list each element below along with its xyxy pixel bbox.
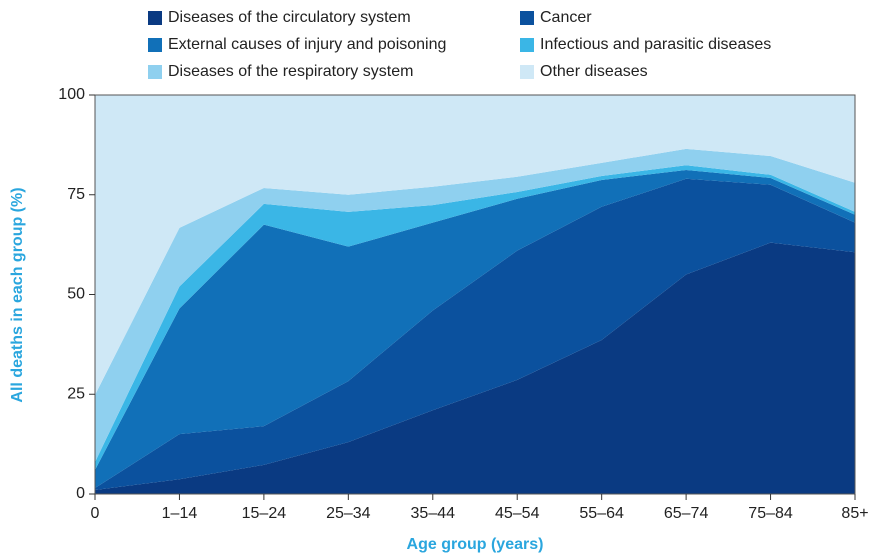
legend-swatch xyxy=(148,65,162,79)
y-axis-title: All deaths in each group (%) xyxy=(9,187,26,402)
legend-swatch xyxy=(148,11,162,25)
legend-label: Other diseases xyxy=(540,63,648,80)
legend-swatch xyxy=(520,11,534,25)
x-tick-label: 55–64 xyxy=(579,505,624,522)
area xyxy=(95,178,855,491)
x-tick-label: 15–24 xyxy=(242,505,287,522)
legend-swatch xyxy=(520,65,534,79)
x-axis-title: Age group (years) xyxy=(407,536,544,553)
area xyxy=(95,170,855,489)
legend-label: Cancer xyxy=(540,9,592,26)
y-tick-label: 0 xyxy=(76,485,85,502)
x-tick-label: 1–14 xyxy=(162,505,198,522)
legend-swatch xyxy=(148,38,162,52)
x-tick-label: 35–44 xyxy=(411,505,456,522)
x-tick-label: 65–74 xyxy=(664,505,709,522)
x-tick-label: 25–34 xyxy=(326,505,371,522)
legend-label: Diseases of the circulatory system xyxy=(168,9,411,26)
y-tick-label: 25 xyxy=(67,385,85,402)
legend-label: External causes of injury and poisoning xyxy=(168,36,446,53)
y-tick-label: 100 xyxy=(58,86,85,103)
x-tick-label: 45–54 xyxy=(495,505,540,522)
y-tick-label: 75 xyxy=(67,186,85,203)
x-tick-label: 0 xyxy=(91,505,100,522)
legend-swatch xyxy=(520,38,534,52)
area xyxy=(95,95,855,396)
area xyxy=(95,242,855,494)
y-tick-label: 50 xyxy=(67,286,85,303)
x-tick-label: 85+ xyxy=(841,505,868,522)
legend-label: Infectious and parasitic diseases xyxy=(540,36,771,53)
legend-label: Diseases of the respiratory system xyxy=(168,63,413,80)
x-tick-label: 75–84 xyxy=(748,505,793,522)
